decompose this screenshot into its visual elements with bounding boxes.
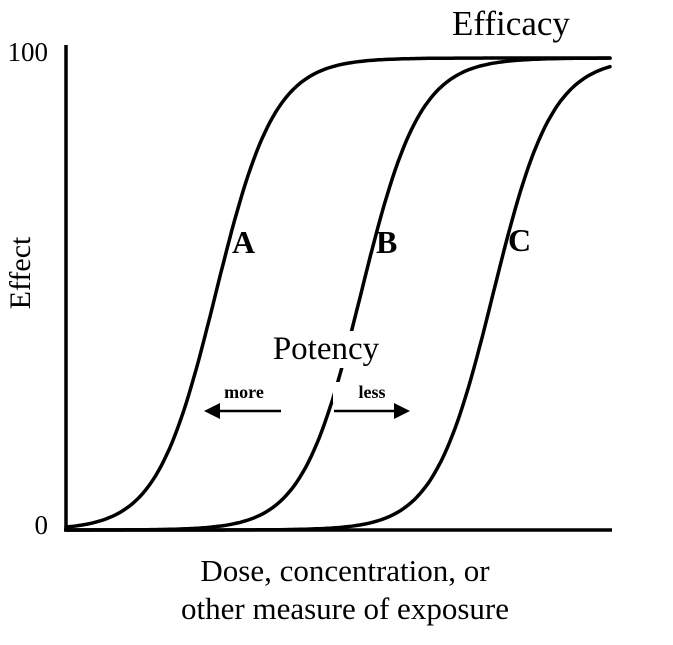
less-potency-arrow	[334, 403, 410, 419]
dose-response-curve-b	[64, 56, 612, 532]
curve-b-label: B	[376, 224, 398, 260]
x-axis-title-line2: other measure of exposure	[181, 591, 509, 626]
y-axis-min-tick-label: 0	[34, 510, 49, 540]
y-axis-title: Effect	[4, 236, 37, 310]
efficacy-label: Efficacy	[452, 4, 570, 43]
dose-response-curve-a	[64, 56, 612, 529]
dose-response-curve-c	[64, 64, 612, 532]
potency-less-label: less	[333, 382, 411, 403]
potency-more-label: more	[205, 382, 283, 403]
more-potency-arrow	[204, 403, 281, 419]
y-axis-max-tick-label: 100	[7, 37, 49, 67]
curve-c-label: C	[508, 222, 532, 258]
potency-label: Potency	[250, 331, 402, 368]
curve-a-label: A	[232, 224, 256, 260]
x-axis-title-line1: Dose, concentration, or	[200, 553, 490, 588]
